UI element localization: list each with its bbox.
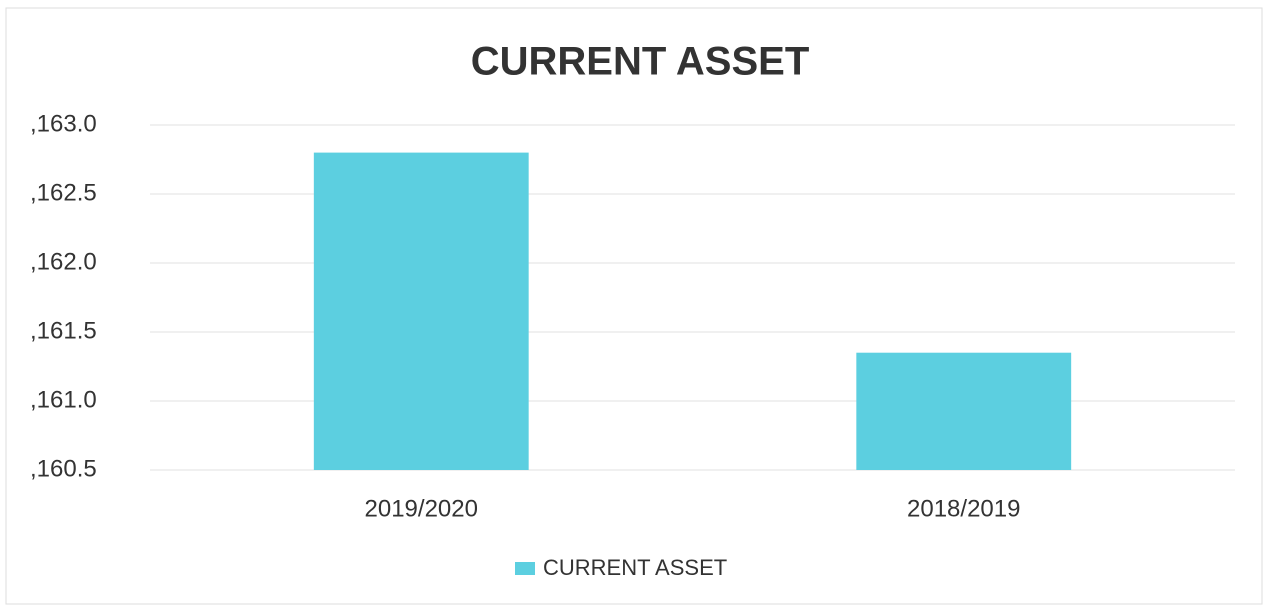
y-tick-label: ,162.5 [30, 179, 97, 206]
legend-swatch [515, 562, 535, 575]
bar [313, 152, 529, 470]
y-tick-label: ,161.5 [30, 317, 97, 344]
y-tick-label: ,160.5 [30, 455, 97, 482]
y-tick-label: ,161.0 [30, 386, 97, 413]
y-tick-label: ,162.0 [30, 248, 97, 275]
x-tick-label: 2018/2019 [907, 495, 1020, 522]
y-tick-label: ,163.0 [30, 110, 97, 137]
chart-title: CURRENT ASSET [471, 40, 810, 84]
x-tick-label: 2019/2020 [365, 495, 478, 522]
bar [856, 352, 1072, 470]
legend-label: CURRENT ASSET [543, 555, 727, 580]
chart-frame [5, 7, 1263, 605]
